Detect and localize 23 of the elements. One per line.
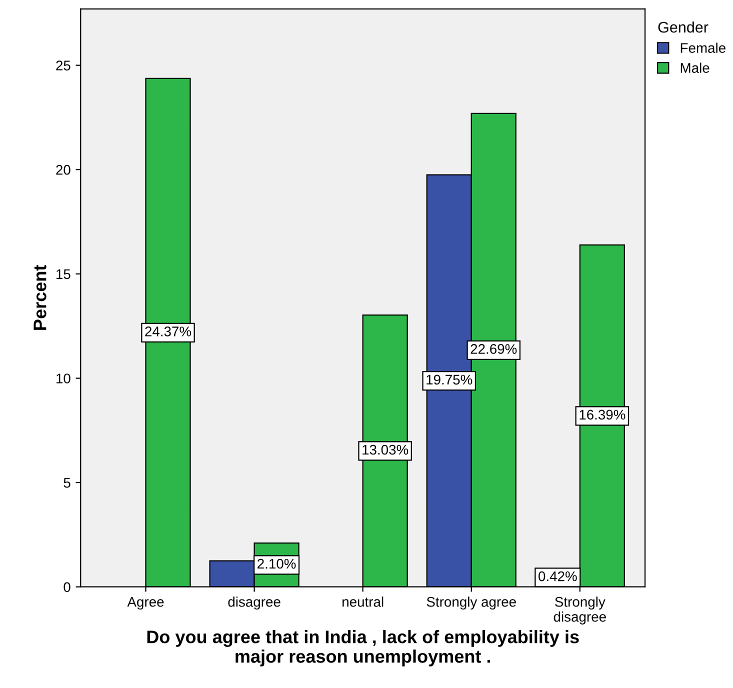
y-tick-label: 5 bbox=[64, 478, 70, 488]
data-label: 16.39% bbox=[580, 410, 626, 420]
x-tick-label: neutral bbox=[342, 596, 384, 607]
x-tick-label: Agree bbox=[127, 597, 164, 610]
x-tick-label: Strongly disagree bbox=[554, 596, 606, 624]
y-tick-label: 15 bbox=[56, 269, 70, 280]
data-label: 0.42% bbox=[538, 571, 577, 582]
y-tick-label: 20 bbox=[56, 164, 70, 175]
y-tick-label: 0 bbox=[64, 582, 70, 592]
data-label: 22.69% bbox=[470, 344, 517, 354]
y-tick-label: 10 bbox=[56, 374, 70, 384]
data-label: 19.75% bbox=[426, 374, 472, 385]
data-label: 13.03% bbox=[362, 444, 408, 455]
legend-title: Gender bbox=[658, 21, 708, 33]
x-axis-title: Do you agree that in India , lack of employability is major reason unemployment . bbox=[147, 630, 579, 666]
x-tick-label: Strongly agree bbox=[426, 596, 516, 610]
legend-label: Female bbox=[680, 42, 726, 53]
y-tick-label: 25 bbox=[56, 60, 70, 70]
data-label: 2.10% bbox=[258, 558, 296, 569]
y-axis-title: Percent bbox=[34, 265, 46, 330]
legend-label: Male bbox=[680, 62, 710, 73]
x-tick-label: disagree bbox=[228, 596, 280, 610]
data-label: 24.37% bbox=[145, 326, 192, 336]
